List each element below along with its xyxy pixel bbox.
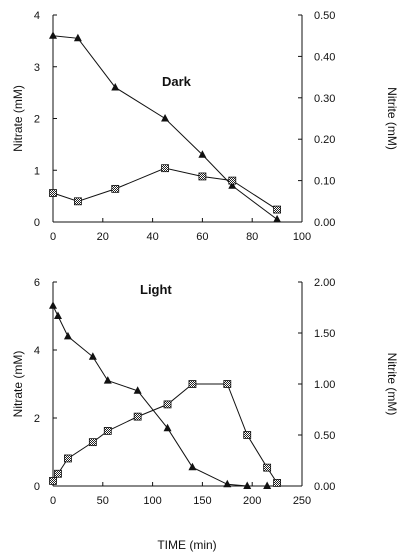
light-right-tick-label: 2.00 — [314, 277, 335, 289]
dark-nitrate-point — [49, 31, 57, 39]
light-x-tick-label: 50 — [97, 495, 109, 507]
light-left-tick-label: 6 — [34, 277, 40, 289]
light-nitrite-point — [263, 463, 272, 472]
light-left-series-line — [52, 305, 268, 487]
light-nitrite-point — [103, 427, 112, 435]
dark-x-tick-label: 60 — [196, 231, 208, 243]
dark-right-tick-label: 0.00 — [314, 217, 335, 229]
light-nitrate-point — [53, 311, 62, 319]
dark-nitrate-point — [161, 114, 170, 122]
light-nitrate-point — [63, 331, 72, 340]
light-right-tick-label: 1.50 — [314, 328, 335, 340]
light-x-tick-label: 200 — [243, 495, 261, 507]
dark-nitrate-point — [228, 181, 237, 189]
dark-panel-title: Dark — [162, 74, 192, 89]
light-nitrate-point — [243, 481, 252, 489]
light-panel-title: Light — [140, 282, 172, 297]
light-right-tick-label: 0.00 — [314, 481, 335, 493]
dark-left-tick-label: 1 — [34, 165, 40, 177]
light-nitrite-point — [88, 438, 97, 447]
dark-right-axis-label: Nitrite (mM) — [385, 87, 399, 150]
light-panel: 0 50 100 150 200 250 0 2 4 6 0.00 0.50 1.00 1.50 2.00 N… — [11, 277, 399, 507]
dark-right-tick-label: 0.20 — [314, 134, 335, 146]
light-nitrate-point — [88, 352, 97, 360]
light-x-tick-label: 150 — [193, 495, 211, 507]
light-nitrite-point — [223, 380, 232, 388]
dark-nitrate-point — [73, 33, 82, 42]
dark-nitrite-point — [111, 184, 120, 193]
dark-x-tick-label: 100 — [293, 231, 311, 243]
light-nitrite-point — [243, 431, 252, 439]
light-nitrate-point — [163, 423, 172, 432]
light-nitrite-point — [49, 476, 57, 485]
dark-panel: 0 20 40 60 80 100 0 1 2 3 4 0.00 0.10 0.20 0.30 0.40 0.5… — [11, 10, 399, 243]
light-nitrite-point — [273, 479, 282, 487]
dark-nitrite-point — [198, 172, 207, 181]
light-left-tick-label: 4 — [34, 345, 40, 357]
dark-left-axis-label: Nitrate (mM) — [11, 85, 25, 152]
light-x-tick-label: 250 — [293, 495, 311, 507]
dark-x-tick-label: 0 — [50, 231, 56, 243]
dark-x-tick-label: 20 — [97, 231, 109, 243]
dark-nitrate-point — [111, 82, 120, 91]
dark-right-tick-label: 0.40 — [314, 51, 335, 63]
light-nitrite-point — [64, 454, 72, 463]
light-left-axis-label: Nitrate (mM) — [11, 351, 25, 418]
light-nitrate-point — [133, 386, 142, 394]
dark-right-tick-label: 0.30 — [314, 93, 335, 105]
light-left-tick-label: 0 — [34, 481, 40, 493]
dark-left-tick-label: 4 — [34, 10, 40, 22]
dark-nitrate-point — [198, 150, 207, 158]
dark-right-tick-label: 0.50 — [314, 10, 335, 22]
light-right-tick-label: 0.50 — [314, 430, 335, 442]
dark-nitrite-point — [74, 197, 82, 206]
dark-nitrite-point — [228, 176, 237, 185]
dark-nitrite-point — [273, 205, 282, 214]
dark-nitrite-point — [49, 189, 57, 197]
shared-x-axis-label: TIME (min) — [157, 538, 216, 552]
light-nitrite-point — [188, 380, 197, 388]
dark-left-tick-label: 3 — [34, 62, 40, 74]
light-nitrate-point — [263, 481, 272, 489]
light-nitrite-point — [54, 469, 62, 478]
dark-right-series-line — [52, 167, 278, 210]
dark-right-tick-label: 0.10 — [314, 176, 335, 188]
light-x-tick-label: 100 — [143, 495, 161, 507]
light-x-tick-label: 0 — [50, 495, 56, 507]
light-nitrite-point — [133, 412, 142, 421]
light-nitrite-point — [163, 400, 172, 409]
light-left-tick-label: 2 — [34, 413, 40, 425]
dark-left-series-line — [52, 35, 278, 220]
light-right-tick-label: 1.00 — [314, 379, 335, 391]
dark-x-tick-label: 80 — [246, 231, 258, 243]
dark-x-tick-label: 40 — [146, 231, 158, 243]
light-nitrate-point — [188, 462, 197, 471]
dark-left-tick-label: 0 — [34, 217, 40, 229]
light-nitrate-point — [49, 301, 57, 309]
dark-nitrate-point — [273, 214, 282, 223]
light-nitrate-point — [223, 479, 232, 488]
light-nitrate-point — [103, 376, 112, 384]
dark-left-tick-label: 2 — [34, 114, 40, 126]
light-right-axis-label: Nitrite (mM) — [385, 353, 399, 416]
dark-nitrite-point — [161, 164, 169, 173]
